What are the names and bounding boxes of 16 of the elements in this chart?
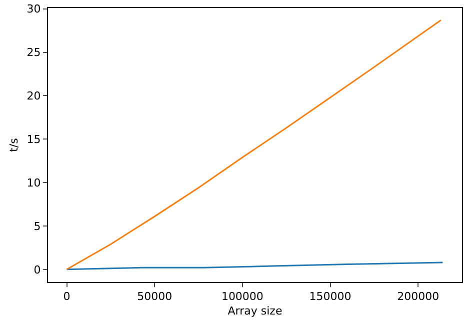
x-tick-label: 100000: [221, 290, 264, 304]
x-tick-label: 0: [63, 290, 70, 304]
line-series: [66, 262, 444, 270]
y-tick-label: 10: [26, 176, 41, 190]
y-axis-title: t/s: [7, 138, 20, 152]
y-tick-label: 30: [26, 2, 41, 16]
y-tick-label: 0: [34, 263, 41, 276]
x-tick-label: 150000: [309, 290, 352, 304]
x-axis-title: Array size: [228, 304, 282, 318]
line-series: [66, 19, 442, 270]
y-tick-label: 25: [26, 46, 41, 60]
y-tick-label: 15: [26, 132, 41, 146]
x-tick-label: 50000: [137, 290, 172, 304]
y-tick-label: 20: [26, 90, 41, 103]
x-tick-label: 200000: [397, 290, 440, 304]
y-tick-label: 5: [34, 220, 41, 233]
